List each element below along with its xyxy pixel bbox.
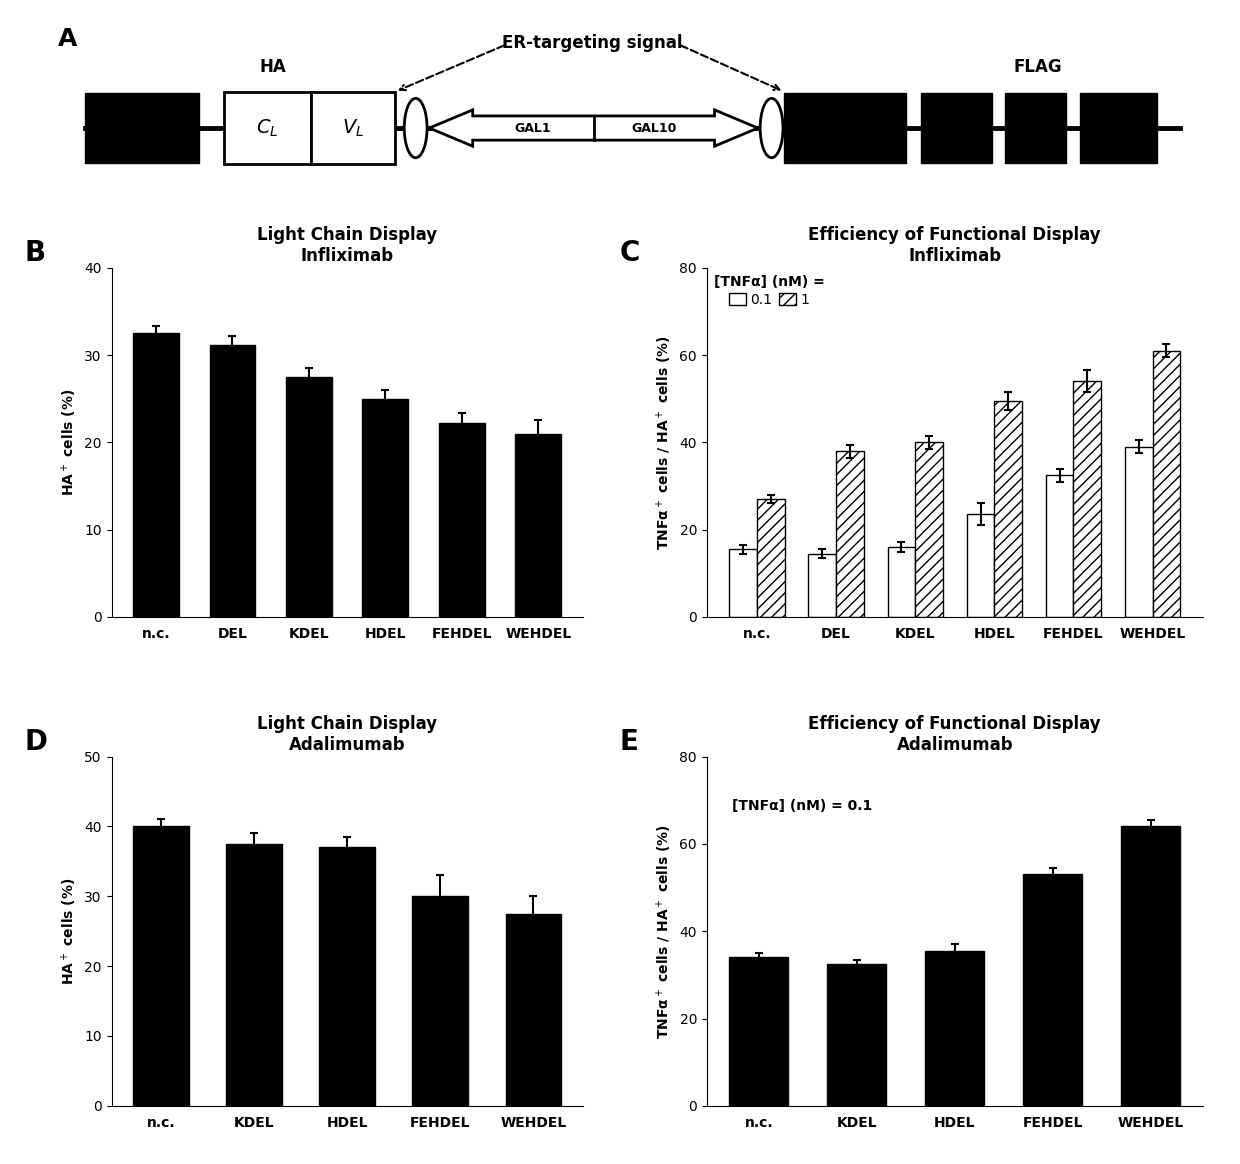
Bar: [915, 442, 942, 617]
Bar: [439, 424, 485, 617]
Bar: [1006, 93, 1066, 163]
Bar: [808, 554, 836, 617]
Bar: [516, 434, 562, 617]
Bar: [319, 847, 376, 1106]
Text: D: D: [25, 728, 48, 755]
Bar: [226, 844, 281, 1106]
Text: B: B: [25, 239, 46, 267]
Bar: [1080, 93, 1157, 163]
Bar: [1074, 382, 1101, 617]
Text: E: E: [620, 728, 639, 755]
Bar: [133, 826, 188, 1106]
Bar: [1121, 826, 1180, 1106]
Ellipse shape: [404, 99, 427, 157]
Bar: [413, 896, 469, 1106]
Text: $V_L$: $V_L$: [342, 118, 365, 139]
Bar: [888, 547, 915, 617]
Ellipse shape: [760, 99, 782, 157]
Title: Light Chain Display
Infliximab: Light Chain Display Infliximab: [257, 226, 438, 264]
Bar: [1023, 874, 1083, 1106]
Bar: [784, 93, 906, 163]
Bar: [224, 92, 311, 164]
Y-axis label: HA$^+$ cells (%): HA$^+$ cells (%): [60, 878, 78, 985]
Bar: [1152, 350, 1180, 617]
Bar: [506, 914, 562, 1106]
Bar: [1045, 475, 1074, 617]
Bar: [84, 93, 198, 163]
Text: HA: HA: [259, 58, 286, 76]
Title: Efficiency of Functional Display
Infliximab: Efficiency of Functional Display Inflixi…: [808, 226, 1101, 264]
Bar: [827, 964, 887, 1106]
Y-axis label: TNFα$^+$ cells / HA$^+$ cells (%): TNFα$^+$ cells / HA$^+$ cells (%): [655, 335, 673, 549]
Bar: [210, 345, 255, 617]
Bar: [758, 499, 785, 617]
Bar: [921, 93, 992, 163]
Bar: [286, 377, 332, 617]
Title: Light Chain Display
Adalimumab: Light Chain Display Adalimumab: [257, 715, 438, 753]
Y-axis label: HA$^+$ cells (%): HA$^+$ cells (%): [60, 389, 78, 496]
Bar: [362, 398, 408, 617]
Bar: [729, 957, 789, 1106]
Text: FLAG: FLAG: [1013, 58, 1061, 76]
Y-axis label: TNFα$^+$ cells / HA$^+$ cells (%): TNFα$^+$ cells / HA$^+$ cells (%): [655, 824, 673, 1038]
Text: C: C: [620, 239, 640, 267]
Text: $C_L$: $C_L$: [257, 118, 279, 139]
Text: [TNFα] (nM) = 0.1: [TNFα] (nM) = 0.1: [732, 799, 872, 812]
Text: GAL10: GAL10: [631, 121, 677, 135]
Bar: [994, 400, 1022, 617]
Bar: [729, 549, 758, 617]
Bar: [311, 92, 396, 164]
Bar: [133, 333, 179, 617]
Text: ER-targeting signal: ER-targeting signal: [502, 34, 683, 51]
Polygon shape: [429, 109, 758, 147]
Bar: [1125, 447, 1152, 617]
Text: A: A: [57, 27, 77, 51]
Text: GAL1: GAL1: [515, 121, 552, 135]
Bar: [967, 514, 994, 617]
Title: Efficiency of Functional Display
Adalimumab: Efficiency of Functional Display Adalimu…: [808, 715, 1101, 753]
Bar: [836, 452, 864, 617]
Bar: [925, 951, 985, 1106]
Legend: 0.1, 1: 0.1, 1: [714, 275, 825, 307]
